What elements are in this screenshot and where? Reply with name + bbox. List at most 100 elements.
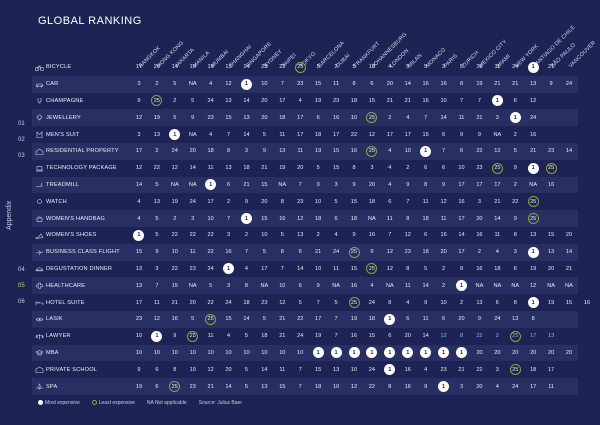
row-label: TREADMILL: [46, 181, 80, 188]
table-cell: 4: [137, 198, 141, 205]
table-cell: 23: [189, 383, 196, 390]
table-cell: 1: [223, 263, 235, 275]
table-cell: 2: [244, 232, 249, 239]
table-cell: 10: [135, 349, 143, 356]
table-cell: 11: [279, 131, 286, 138]
table-cell: 19: [315, 97, 322, 104]
table-cell: 25: [348, 246, 360, 258]
table-cell: 24: [368, 366, 376, 373]
table-cell: 22: [476, 366, 483, 373]
table-cell: 10: [315, 198, 322, 205]
table-cell: 11: [207, 165, 214, 172]
table-cell: 14: [297, 265, 304, 272]
section-number[interactable]: 06: [18, 299, 25, 305]
row-cells: 10 1 9 25 11 4 5 18 21 24 19 7 16 15 6 20 14 12 8 22 2 25 17 13: [130, 328, 578, 345]
table-cell: 10: [207, 349, 214, 356]
table-cell: 1: [456, 347, 468, 359]
table-cell: 21: [512, 81, 519, 88]
table-cell: 23: [332, 97, 340, 104]
table-cell: 18: [315, 383, 322, 390]
table-cell: 22: [207, 249, 214, 256]
table-cell: 18: [243, 165, 250, 172]
table-cell: 22: [368, 383, 376, 390]
table-cell: 13: [153, 198, 160, 205]
table-cell: 16: [547, 181, 555, 188]
table-cell: 11: [422, 316, 429, 323]
table-cell: 13: [153, 131, 160, 138]
table-cell: 12: [440, 333, 447, 340]
table-cell: 21: [494, 198, 501, 205]
table-cell: 18: [494, 265, 501, 272]
table-cell: 18: [422, 249, 429, 256]
table-cell: 1: [527, 297, 539, 309]
table-cell: 16: [225, 249, 232, 256]
table-cell: 23: [440, 366, 447, 373]
row-cells: 12 22 12 14 11 13 18 21 19 20 5 15 8 3 4 2 6 6 10 23 25 9 1 25: [130, 160, 578, 177]
table-cell: 11: [422, 198, 429, 205]
table-cell: 7: [280, 265, 284, 272]
table-cell: 18: [279, 114, 286, 121]
table-cell: 22: [207, 299, 214, 306]
table-cell: 3: [495, 114, 499, 121]
table-cell: 16: [279, 215, 286, 222]
table-cell: 1: [456, 280, 468, 292]
table-cell: 20: [476, 349, 483, 356]
table-cell: 25: [348, 297, 360, 309]
table-cell: 6: [459, 148, 464, 155]
table-cell: 21: [386, 97, 393, 104]
table-cell: 9: [477, 131, 481, 138]
table-cell: 10: [458, 165, 465, 172]
table-cell: 24: [207, 97, 214, 104]
table-cell: 4: [334, 232, 338, 239]
table-cell: 9: [316, 181, 320, 188]
table-cell: 18: [315, 131, 322, 138]
legend-na: NA Not applicable: [146, 400, 187, 406]
table-cell: 25: [169, 381, 181, 393]
table-cell: 9: [477, 316, 481, 323]
section-number[interactable]: 02: [18, 137, 25, 143]
table-cell: 17: [404, 131, 411, 138]
table-cell: 19: [476, 81, 483, 88]
table-cell: 9: [352, 181, 356, 188]
table-cell: 14: [171, 64, 178, 71]
row-cells: 3 13 1 NA 4 7 14 5 11 17 18 17 22 12 17 17 15 6 9 9 NA 2 16: [130, 126, 578, 143]
table-cell: 17: [494, 181, 501, 188]
table-cell: 18: [315, 215, 322, 222]
table-row: JEWELLERY 12 19 5 9 23 15 13 20 18 17 6 16 10 25 2 4 7 14 1…: [32, 109, 578, 127]
table-cell: 14: [565, 148, 573, 155]
table-cell: 5: [191, 97, 195, 104]
section-number-active[interactable]: 05: [18, 283, 25, 289]
section-number[interactable]: 01: [18, 121, 25, 127]
table-cell: 11: [207, 333, 214, 340]
table-cell: 23: [476, 165, 483, 172]
table-cell: 21: [279, 316, 286, 323]
table-cell: 10: [261, 232, 268, 239]
table-cell: 7: [477, 97, 481, 104]
section-number[interactable]: 04: [18, 267, 25, 273]
table-cell: 11: [333, 81, 339, 88]
table-cell: NA: [368, 215, 376, 222]
table-cell: 18: [368, 64, 376, 71]
table-cell: 16: [530, 131, 537, 138]
table-cell: 23: [261, 64, 268, 71]
table-cell: 6: [424, 232, 428, 239]
table-cell: 13: [135, 282, 143, 289]
table-cell: 4: [209, 81, 213, 88]
table-cell: NA: [547, 282, 555, 289]
table-cell: 22: [297, 316, 304, 323]
table-cell: 18: [261, 333, 268, 340]
dinner-icon: [32, 265, 46, 272]
table-cell: 23: [404, 249, 411, 256]
table-cell: 19: [135, 383, 143, 390]
table-cell: 2: [442, 282, 446, 289]
table-row: CHAMPAGNE 9 25 2 5 24 13 14 20 17 4 19 23 18 15 21 21 16 1…: [32, 93, 578, 110]
table-cell: 16: [422, 81, 429, 88]
appendix-label[interactable]: Appendix: [6, 200, 13, 230]
table-cell: 4: [406, 114, 410, 121]
table-cell: 5: [244, 333, 249, 340]
section-number[interactable]: 03: [18, 153, 25, 159]
table-cell: 1: [240, 213, 252, 225]
table-cell: 5: [406, 64, 410, 71]
table-cell: 20: [440, 249, 447, 256]
table-cell: 3: [477, 198, 481, 205]
